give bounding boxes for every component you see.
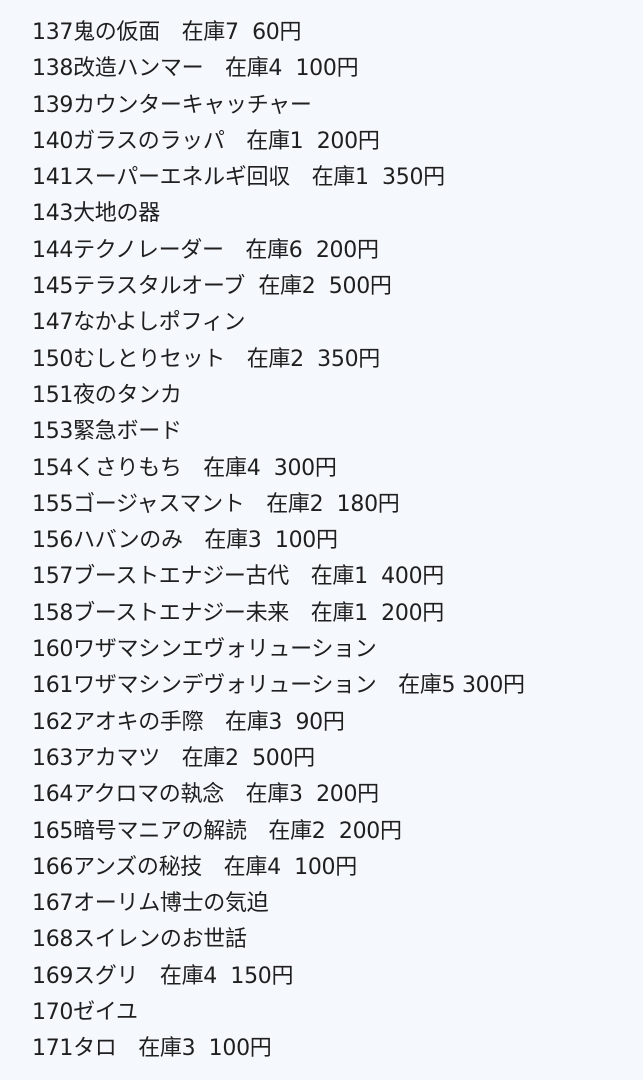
list-item: 151夜のタンカ xyxy=(32,382,182,408)
list-item: 140ガラスのラッパ 在庫1 200円 xyxy=(32,128,380,154)
inventory-list: 137鬼の仮面 在庫7 60円 138改造ハンマー 在庫4 100円 139カウンタ… xyxy=(32,15,525,1068)
list-item: 169スグリ 在庫4 150円 xyxy=(32,963,294,989)
list-item: 157ブーストエナジー古代 在庫1 400円 xyxy=(32,564,444,590)
list-item: 165暗号マニアの解読 在庫2 200円 xyxy=(32,818,402,844)
list-item: 139カウンターキャッチャー xyxy=(32,92,312,118)
list-item: 162アオキの手際 在庫3 90円 xyxy=(32,709,345,735)
list-item: 163アカマツ 在庫2 500円 xyxy=(32,745,315,771)
list-item: 147なかよしポフィン xyxy=(32,310,246,336)
list-item: 145テラスタルオーブ 在庫2 500円 xyxy=(32,274,392,300)
list-item: 143大地の器 xyxy=(32,201,160,227)
list-item: 171タロ 在庫3 100円 xyxy=(32,1036,272,1062)
list-item: 164アクロマの執念 在庫3 200円 xyxy=(32,782,379,808)
list-item: 141スーパーエネルギ回収 在庫1 350円 xyxy=(32,165,445,191)
list-item: 150むしとりセット 在庫2 350円 xyxy=(32,346,380,372)
list-item: 154くさりもち 在庫4 300円 xyxy=(32,455,337,481)
list-item: 153緊急ボード xyxy=(32,419,182,445)
list-item: 138改造ハンマー 在庫4 100円 xyxy=(32,56,359,82)
list-item: 167オーリム博士の気迫 xyxy=(32,891,269,917)
list-item: 170ゼイユ xyxy=(32,1000,138,1026)
list-item: 166アンズの秘技 在庫4 100円 xyxy=(32,854,357,880)
list-item: 155ゴージャスマント 在庫2 180円 xyxy=(32,491,400,517)
list-item: 168スイレンのお世話 xyxy=(32,927,247,953)
list-item: 160ワザマシンエヴォリューション xyxy=(32,637,377,663)
list-item: 158ブーストエナジー未来 在庫1 200円 xyxy=(32,600,444,626)
list-item: 161ワザマシンデヴォリューション 在庫5 300円 xyxy=(32,673,525,699)
list-item: 144テクノレーダー 在庫6 200円 xyxy=(32,237,379,263)
list-item: 137鬼の仮面 在庫7 60円 xyxy=(32,20,302,45)
list-item: 156ハバンのみ 在庫3 100円 xyxy=(32,528,338,554)
